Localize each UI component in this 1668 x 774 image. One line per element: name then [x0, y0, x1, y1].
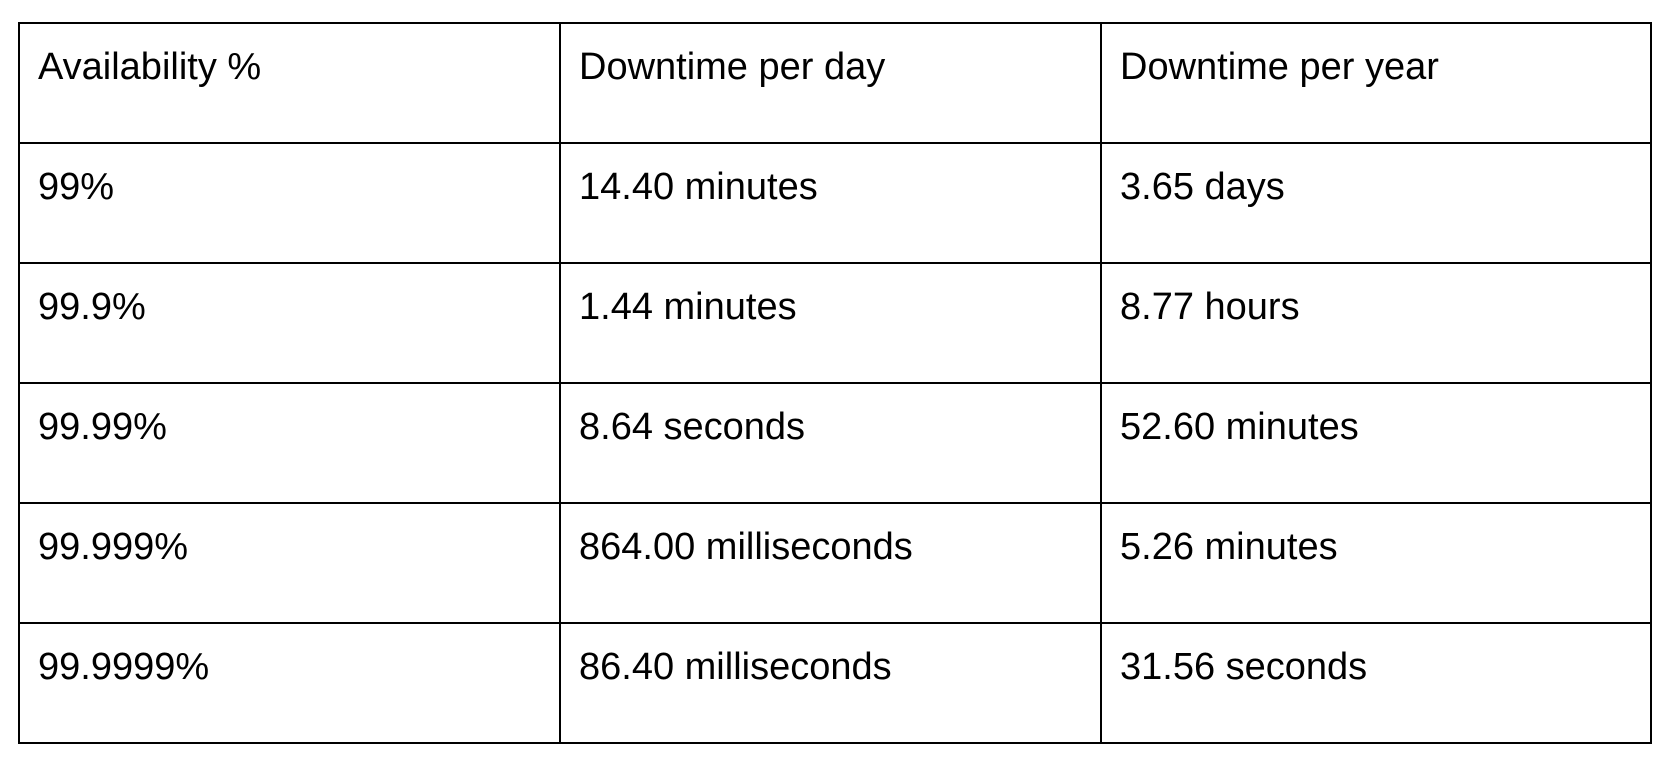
cell-text: 52.60 minutes	[1120, 406, 1359, 448]
table-cell: 99.999%	[18, 502, 561, 624]
cell-text: 99.9%	[38, 286, 146, 328]
table-cell: 8.64 seconds	[559, 382, 1102, 504]
table-cell: 52.60 minutes	[1100, 382, 1652, 504]
cell-text: 99.999%	[38, 526, 189, 568]
table-cell: 5.26 minutes	[1100, 502, 1652, 624]
table-cell: 99.99%	[18, 382, 561, 504]
cell-text: 1.44 minutes	[579, 286, 797, 328]
header-label: Availability %	[38, 46, 262, 88]
cell-text: 14.40 minutes	[579, 166, 818, 208]
cell-text: 99.9999%	[38, 646, 210, 688]
availability-table: Availability % Downtime per day Downtime…	[18, 22, 1652, 744]
header-label: Downtime per day	[579, 46, 886, 88]
table-cell: 99.9%	[18, 262, 561, 384]
table-row: 99.999% 864.00 milliseconds 5.26 minutes	[18, 502, 1652, 624]
table-row: 99.9% 1.44 minutes 8.77 hours	[18, 262, 1652, 384]
table-cell: 8.77 hours	[1100, 262, 1652, 384]
table-cell: 99%	[18, 142, 561, 264]
cell-text: 3.65 days	[1120, 166, 1285, 208]
header-cell-downtime-per-year: Downtime per year	[1100, 22, 1652, 144]
table-row: 99.9999% 86.40 milliseconds 31.56 second…	[18, 622, 1652, 744]
availability-table-container: Availability % Downtime per day Downtime…	[18, 22, 1652, 744]
cell-text: 5.26 minutes	[1120, 526, 1338, 568]
table-cell: 3.65 days	[1100, 142, 1652, 264]
table-cell: 86.40 milliseconds	[559, 622, 1102, 744]
header-label: Downtime per year	[1120, 46, 1439, 88]
cell-text: 31.56 seconds	[1120, 646, 1368, 688]
cell-text: 8.64 seconds	[579, 406, 806, 448]
header-row: Availability % Downtime per day Downtime…	[18, 22, 1652, 144]
header-cell-downtime-per-day: Downtime per day	[559, 22, 1102, 144]
table-cell: 14.40 minutes	[559, 142, 1102, 264]
cell-text: 864.00 milliseconds	[579, 526, 913, 568]
cell-text: 86.40 milliseconds	[579, 646, 892, 688]
table-cell: 99.9999%	[18, 622, 561, 744]
cell-text: 99.99%	[38, 406, 167, 448]
cell-text: 8.77 hours	[1120, 286, 1300, 328]
table-row: 99% 14.40 minutes 3.65 days	[18, 142, 1652, 264]
table-cell: 31.56 seconds	[1100, 622, 1652, 744]
header-cell-availability: Availability %	[18, 22, 561, 144]
table-row: 99.99% 8.64 seconds 52.60 minutes	[18, 382, 1652, 504]
cell-text: 99%	[38, 166, 115, 208]
table-cell: 864.00 milliseconds	[559, 502, 1102, 624]
table-cell: 1.44 minutes	[559, 262, 1102, 384]
